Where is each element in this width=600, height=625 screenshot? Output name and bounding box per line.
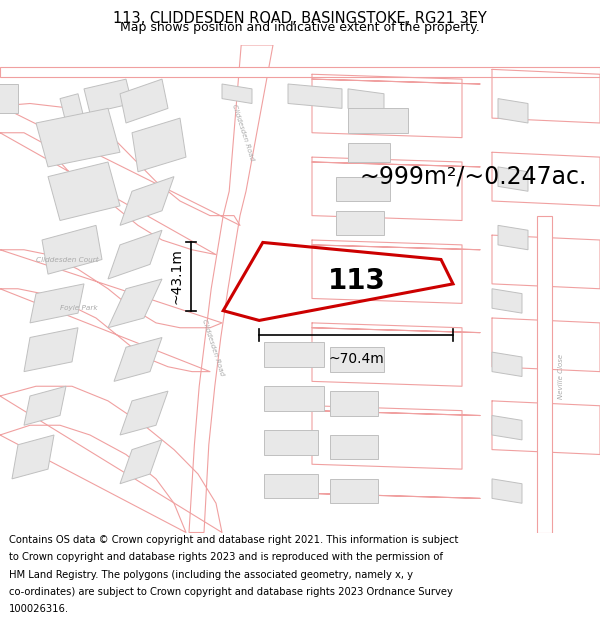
Polygon shape <box>288 84 342 108</box>
Polygon shape <box>330 435 378 459</box>
Polygon shape <box>189 45 273 532</box>
Polygon shape <box>264 430 318 454</box>
Text: ~999m²/~0.247ac.: ~999m²/~0.247ac. <box>360 164 587 189</box>
Text: Foyle Park: Foyle Park <box>60 305 98 311</box>
Text: 113, CLIDDESDEN ROAD, BASINGSTOKE, RG21 3EY: 113, CLIDDESDEN ROAD, BASINGSTOKE, RG21 … <box>113 11 487 26</box>
Text: Cliddesden Court: Cliddesden Court <box>36 256 98 262</box>
Polygon shape <box>264 342 324 367</box>
Polygon shape <box>348 89 384 113</box>
Text: HM Land Registry. The polygons (including the associated geometry, namely x, y: HM Land Registry. The polygons (includin… <box>9 569 413 579</box>
Polygon shape <box>120 79 168 123</box>
Polygon shape <box>264 386 324 411</box>
Polygon shape <box>108 279 162 328</box>
Polygon shape <box>492 479 522 503</box>
Text: 113: 113 <box>328 268 386 296</box>
Text: to Crown copyright and database rights 2023 and is reproduced with the permissio: to Crown copyright and database rights 2… <box>9 552 443 562</box>
Polygon shape <box>0 67 600 77</box>
Polygon shape <box>12 435 54 479</box>
Polygon shape <box>30 284 84 323</box>
Polygon shape <box>492 416 522 440</box>
Text: co-ordinates) are subject to Crown copyright and database rights 2023 Ordnance S: co-ordinates) are subject to Crown copyr… <box>9 587 453 597</box>
Polygon shape <box>84 79 132 113</box>
Text: 100026316.: 100026316. <box>9 604 69 614</box>
Polygon shape <box>120 440 162 484</box>
Text: Map shows position and indicative extent of the property.: Map shows position and indicative extent… <box>120 21 480 34</box>
Polygon shape <box>264 474 318 498</box>
Polygon shape <box>120 391 168 435</box>
Polygon shape <box>348 142 390 162</box>
Text: Cliddesden Road: Cliddesden Road <box>201 318 225 376</box>
Polygon shape <box>537 216 552 532</box>
Polygon shape <box>108 230 162 279</box>
Text: ~70.4m: ~70.4m <box>328 352 384 366</box>
Polygon shape <box>132 118 186 172</box>
Polygon shape <box>348 108 408 132</box>
Polygon shape <box>336 177 390 201</box>
Polygon shape <box>24 328 78 372</box>
Polygon shape <box>336 211 384 235</box>
Polygon shape <box>36 108 120 167</box>
Polygon shape <box>222 84 252 104</box>
Text: Contains OS data © Crown copyright and database right 2021. This information is : Contains OS data © Crown copyright and d… <box>9 535 458 545</box>
Polygon shape <box>114 338 162 381</box>
Text: Neville Close: Neville Close <box>558 354 564 399</box>
Polygon shape <box>498 167 528 191</box>
Polygon shape <box>42 226 102 274</box>
Text: Cliddesden Road: Cliddesden Road <box>231 104 255 162</box>
Polygon shape <box>492 289 522 313</box>
Polygon shape <box>60 94 84 123</box>
Polygon shape <box>120 177 174 226</box>
Polygon shape <box>492 352 522 376</box>
Polygon shape <box>24 386 66 425</box>
Text: ~43.1m: ~43.1m <box>170 249 184 304</box>
Polygon shape <box>330 348 384 372</box>
Polygon shape <box>330 391 378 416</box>
Polygon shape <box>0 84 18 113</box>
Polygon shape <box>498 99 528 123</box>
Polygon shape <box>498 226 528 250</box>
Polygon shape <box>330 479 378 503</box>
Polygon shape <box>48 162 120 221</box>
